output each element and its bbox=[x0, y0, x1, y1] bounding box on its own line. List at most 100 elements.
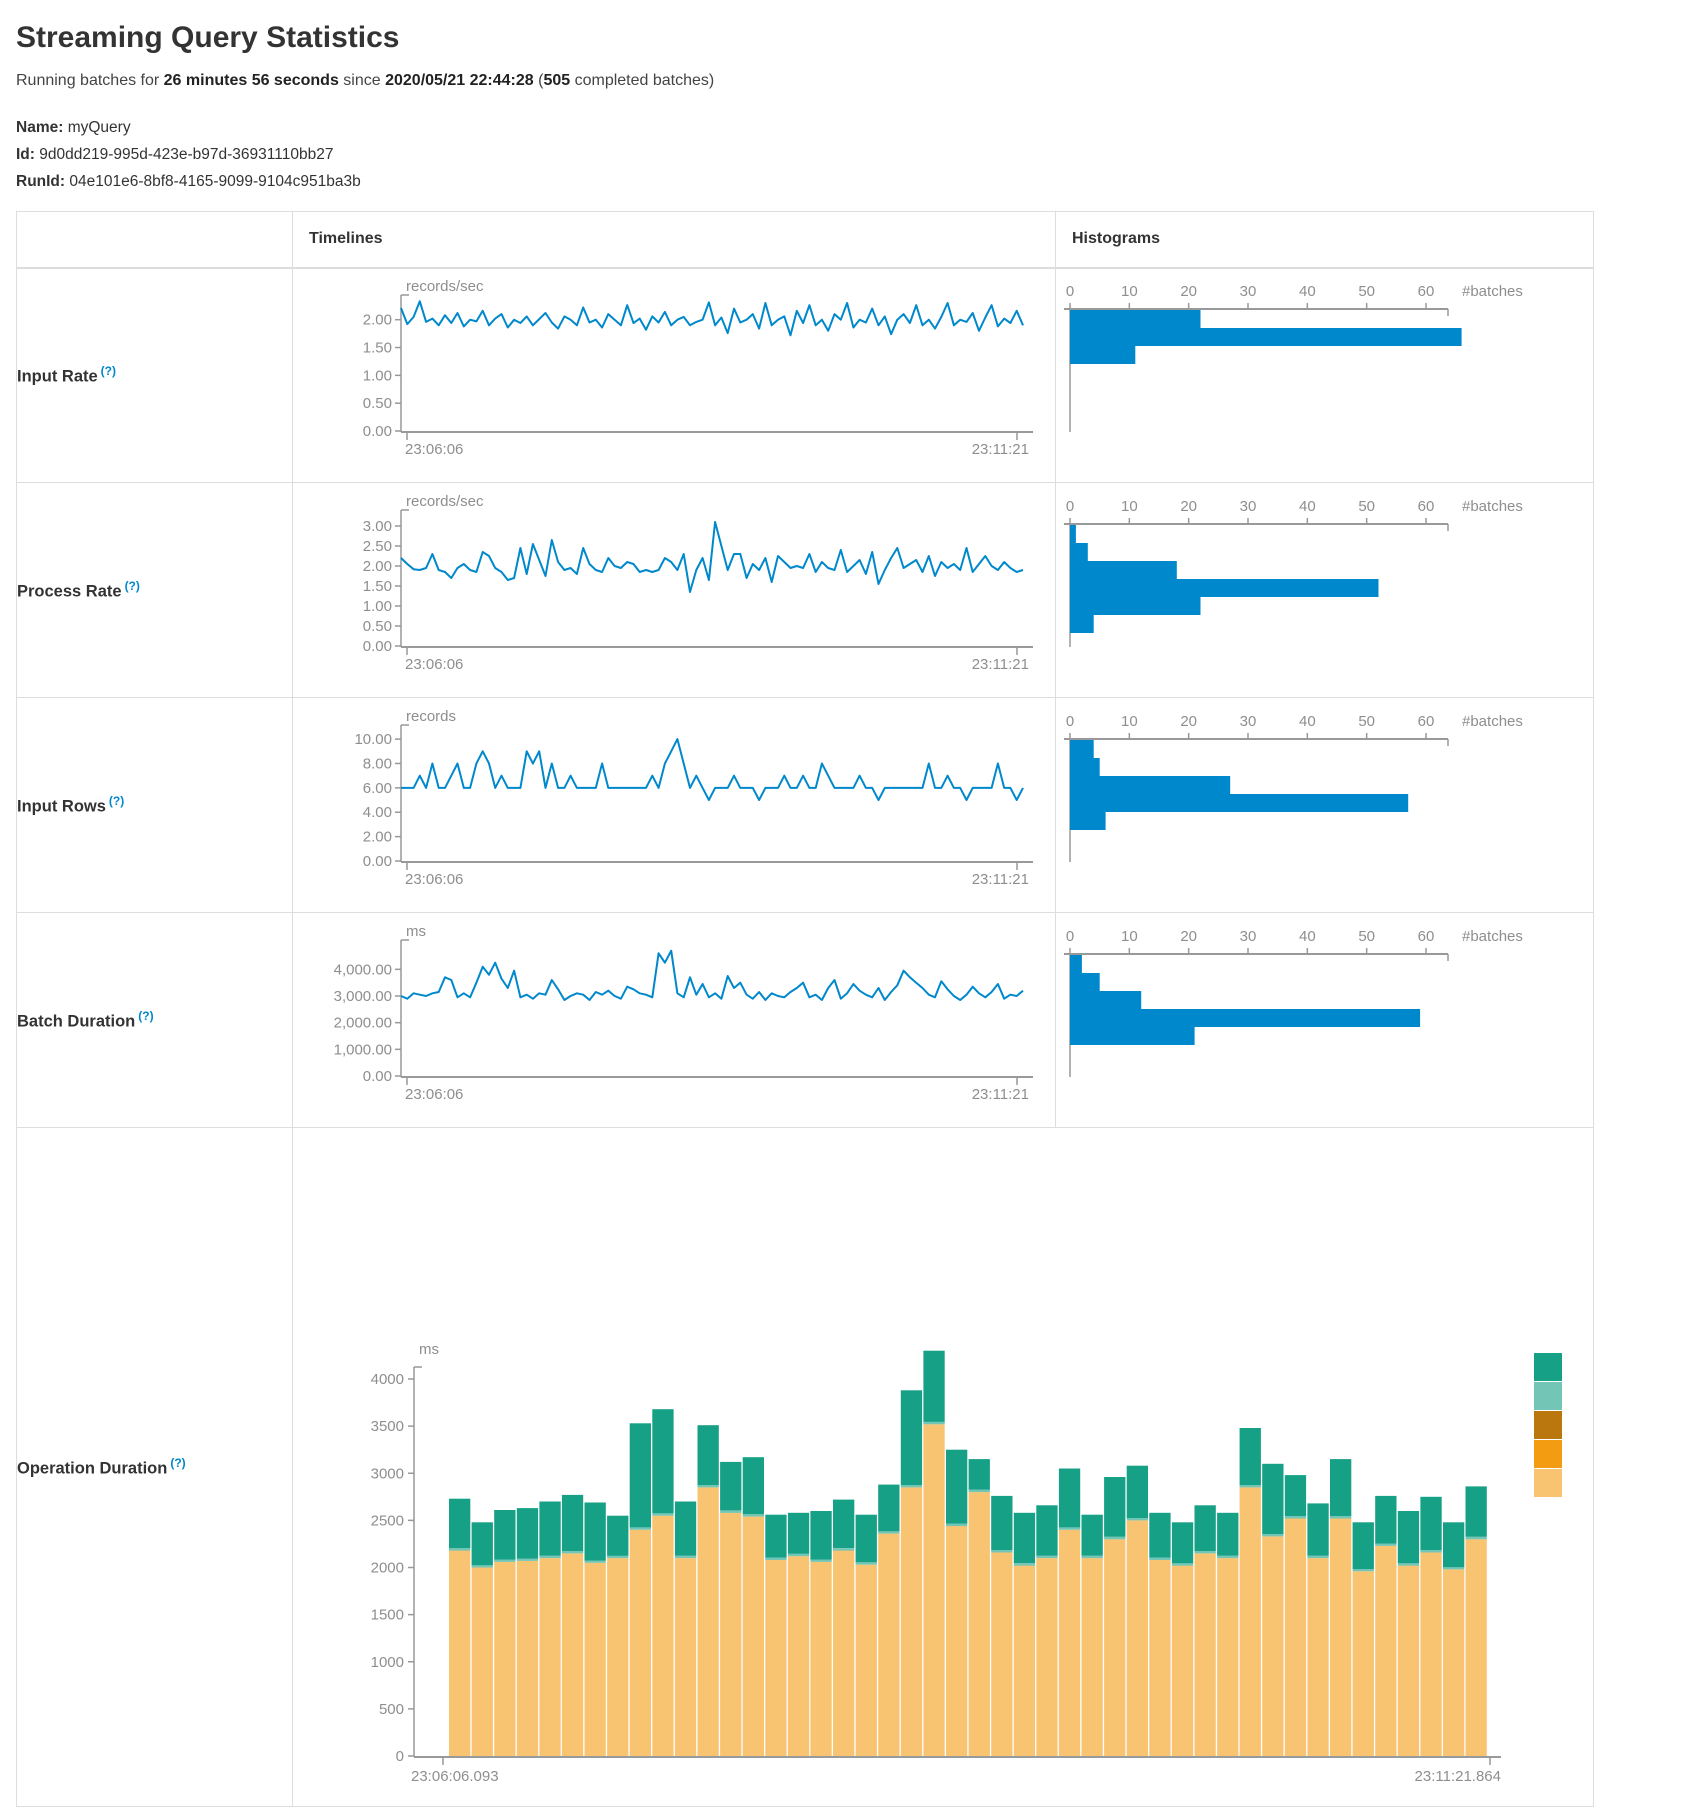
y-tick-label: 4.00 bbox=[363, 804, 392, 821]
stacked-bar-segment bbox=[1104, 1476, 1126, 1537]
histogram-bar bbox=[1070, 615, 1094, 633]
operation-duration-chart-svg: ms 0 500 1000 1500 2000 2500 3000 3500 4000 23:06:… bbox=[371, 1341, 1562, 1785]
stacked-bar-segment bbox=[1352, 1521, 1374, 1569]
input-rate-timeline-chart: records/sec 0.00 0.50 1.00 1.50 2.00 23:06:06 2… bbox=[293, 269, 1055, 481]
stacked-bar-segment bbox=[787, 1555, 810, 1756]
y-tick-label: 3000 bbox=[371, 1465, 404, 1482]
timeline-line bbox=[400, 521, 1024, 593]
summary-prefix: Running batches for bbox=[16, 72, 164, 89]
histogram-bar bbox=[1070, 310, 1201, 329]
metric-name: Input Rows bbox=[17, 797, 106, 816]
input-rows-histogram-chart-svg: 0 10 20 30 40 50 60 #batches bbox=[1064, 713, 1523, 862]
help-icon[interactable]: (?) bbox=[170, 1455, 186, 1470]
y-tick-label: 1000 bbox=[371, 1653, 404, 1670]
stacked-bar-segment bbox=[878, 1484, 900, 1531]
x-tick-label: 50 bbox=[1358, 283, 1375, 300]
stacked-bar-segment bbox=[674, 1501, 697, 1556]
stacked-bar-segment bbox=[1307, 1555, 1329, 1558]
stacked-bar-segment bbox=[561, 1550, 584, 1553]
row-label-batch-duration: Batch Duration (?) bbox=[16, 912, 293, 1128]
stacked-bar-segment bbox=[1058, 1529, 1081, 1756]
x-tick-label: 0 bbox=[1066, 713, 1074, 730]
stacked-bar-segment bbox=[720, 1510, 742, 1513]
help-icon[interactable]: (?) bbox=[100, 364, 116, 378]
stacked-bar-segment bbox=[629, 1529, 651, 1756]
y-tick-label: 1.50 bbox=[363, 578, 392, 595]
stacked-bar-segment bbox=[1081, 1555, 1103, 1558]
stacked-bar-segment bbox=[720, 1512, 742, 1756]
y-tick-label: 0 bbox=[396, 1748, 404, 1765]
stacked-bar-segment bbox=[1217, 1557, 1239, 1756]
stacked-bar-segment bbox=[449, 1547, 471, 1551]
x-tick-label: 40 bbox=[1299, 713, 1316, 730]
unit-label: records/sec bbox=[406, 278, 484, 295]
histogram-bar bbox=[1070, 1027, 1195, 1045]
stacked-bar-segment bbox=[946, 1449, 968, 1524]
stacked-bar-segment bbox=[923, 1421, 945, 1424]
stacked-bar-segment bbox=[1262, 1533, 1284, 1536]
x-tick-label: 60 bbox=[1418, 713, 1435, 730]
query-id-value: 9d0dd219-995d-423e-b97d-36931110bb27 bbox=[39, 146, 334, 163]
histogram-bar bbox=[1070, 740, 1094, 758]
stacked-bar-segment bbox=[1307, 1502, 1329, 1556]
stacked-bar-segment bbox=[991, 1549, 1013, 1552]
stacked-bar-segment bbox=[1284, 1518, 1307, 1756]
stacked-bar-segment bbox=[1171, 1562, 1194, 1566]
stacked-bar-segment bbox=[1194, 1504, 1216, 1551]
batch-duration-histogram-chart: 0 10 20 30 40 50 60 #batches bbox=[1056, 914, 1593, 1126]
input-rate-timeline-chart-svg: records/sec 0.00 0.50 1.00 1.50 2.00 23:06:06 2… bbox=[363, 278, 1033, 458]
histogram-bar bbox=[1070, 346, 1136, 365]
x-tick-label: 30 bbox=[1240, 498, 1257, 515]
legend-swatch bbox=[1534, 1352, 1562, 1381]
help-icon[interactable]: (?) bbox=[124, 578, 140, 593]
stacked-bar-segment bbox=[765, 1559, 787, 1756]
stacked-bar-segment bbox=[946, 1523, 968, 1526]
y-tick-label: 4000 bbox=[371, 1371, 404, 1388]
y-tick-label: 3.00 bbox=[363, 518, 392, 535]
x-tick-label: 20 bbox=[1180, 713, 1197, 730]
stacked-bar-segment bbox=[652, 1515, 674, 1756]
stacked-bar-segment bbox=[494, 1509, 516, 1559]
y-tick-label: 6.00 bbox=[363, 780, 392, 797]
batch-duration-histogram-cell: 0 10 20 30 40 50 60 #batches bbox=[1055, 912, 1594, 1128]
stacked-bar-segment bbox=[991, 1551, 1013, 1756]
stacked-bar-segment bbox=[1081, 1514, 1103, 1556]
input-rows-histogram-chart: 0 10 20 30 40 50 60 #batches bbox=[1056, 699, 1593, 911]
stacked-bar-segment bbox=[494, 1559, 516, 1562]
stacked-bar-segment bbox=[1081, 1557, 1103, 1756]
row-label-process-rate: Process Rate (?) bbox=[16, 482, 293, 698]
stacked-bar-segment bbox=[1013, 1565, 1036, 1756]
y-tick-label: 2500 bbox=[371, 1512, 404, 1529]
stacked-bar-segment bbox=[1397, 1565, 1420, 1756]
stacked-bar-segment bbox=[833, 1499, 855, 1548]
y-tick-label: 1500 bbox=[371, 1606, 404, 1623]
histogram-bar bbox=[1070, 561, 1177, 579]
y-tick-label: 0.50 bbox=[363, 395, 392, 412]
stacked-bar-segment bbox=[629, 1422, 651, 1527]
stacked-bar-segment bbox=[494, 1561, 516, 1756]
help-icon[interactable]: (?) bbox=[138, 1008, 154, 1023]
stacked-bar-segment bbox=[833, 1550, 855, 1756]
stacked-bar-segment bbox=[968, 1489, 990, 1492]
stacked-bar-segment bbox=[697, 1424, 719, 1485]
y-tick-label: 2.00 bbox=[363, 829, 392, 846]
x-start-label: 23:06:06 bbox=[405, 441, 463, 458]
table-header-row: Timelines Histograms bbox=[16, 211, 1594, 269]
stacked-bar-segment bbox=[607, 1515, 629, 1556]
stacked-bar-segment bbox=[1217, 1512, 1239, 1556]
y-tick-label: 0.00 bbox=[363, 853, 392, 870]
help-icon[interactable]: (?) bbox=[108, 793, 125, 808]
stacked-bar-segment bbox=[1330, 1515, 1352, 1518]
stacked-bar-segment bbox=[1465, 1536, 1487, 1539]
process-rate-timeline-chart-svg: records/sec 0.00 0.50 1.00 1.50 2.00 2.50 3.00 2… bbox=[363, 493, 1033, 673]
stacked-bar-segment bbox=[674, 1555, 697, 1558]
stacked-bar-segment bbox=[1307, 1557, 1329, 1756]
stacked-bar-segment bbox=[1126, 1519, 1148, 1756]
stacked-bar-segment bbox=[833, 1547, 855, 1551]
stacked-bar-segment bbox=[1375, 1543, 1397, 1546]
histogram-bar bbox=[1070, 543, 1088, 561]
unit-label: records bbox=[406, 708, 456, 725]
start-timestamp: 2020/05/21 22:44:28 bbox=[385, 72, 534, 89]
unit-label: ms bbox=[406, 923, 426, 940]
query-runid-value: 04e101e6-8bf8-4165-9099-9104c951ba3b bbox=[69, 173, 361, 190]
